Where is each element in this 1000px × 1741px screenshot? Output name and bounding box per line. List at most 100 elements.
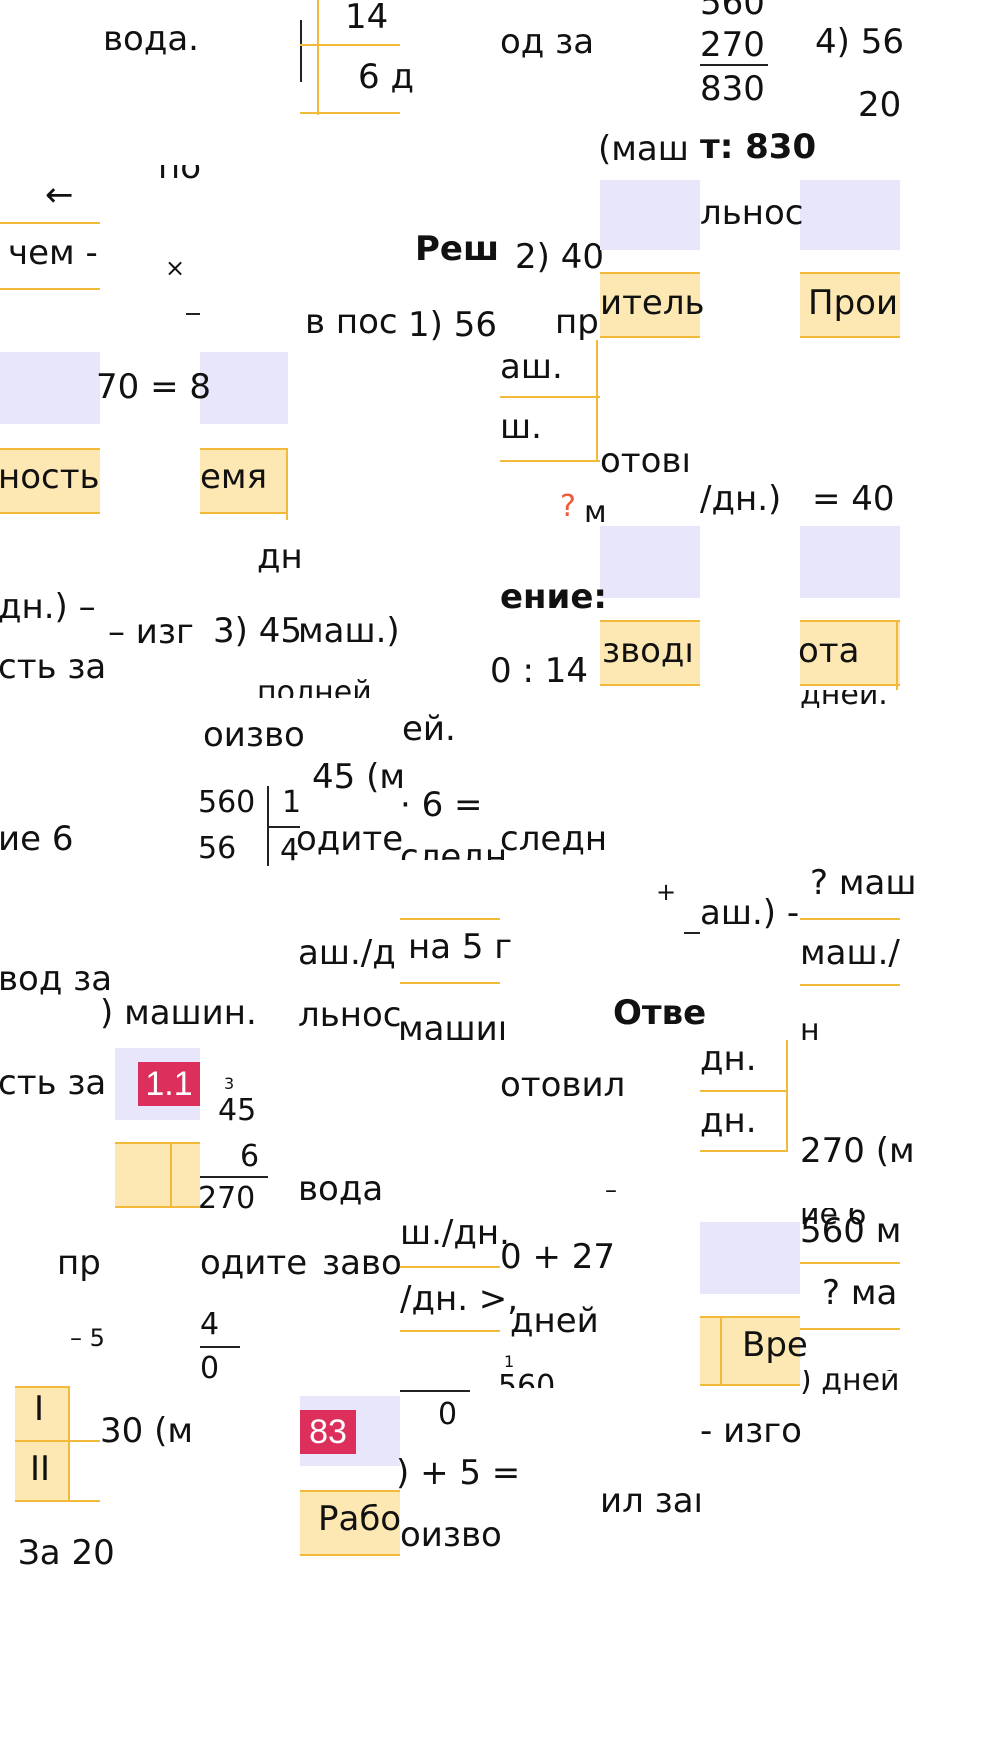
table-rule bbox=[0, 288, 100, 290]
fragment-text: заво bbox=[322, 1243, 402, 1283]
fragment-text: 0 : 14 bbox=[490, 651, 588, 691]
table-header-cell bbox=[600, 620, 700, 686]
fragment-text: маш./ bbox=[800, 933, 900, 973]
fragment-text: 6 д bbox=[358, 57, 414, 97]
fragment-text: 3 bbox=[224, 1074, 235, 1093]
table-header-cell bbox=[300, 1490, 400, 1556]
fragment-text: отовил bbox=[500, 1065, 626, 1105]
fragment-text: по bbox=[158, 147, 202, 187]
fragment-text: машиı bbox=[398, 1009, 508, 1049]
fragment-text: 4 bbox=[280, 833, 300, 868]
table-rule bbox=[786, 1040, 788, 1150]
plus-icon: + bbox=[656, 878, 677, 906]
fragment-text: н bbox=[800, 1013, 820, 1048]
fragment-text: пр bbox=[57, 1243, 101, 1283]
table-header-cell bbox=[200, 448, 288, 514]
fragment-text: зводı bbox=[602, 631, 694, 671]
table-rule bbox=[15, 1440, 100, 1442]
task-number-badge: 83 bbox=[300, 1410, 356, 1454]
fragment-text: ей. bbox=[402, 709, 456, 749]
tile-background bbox=[800, 180, 900, 250]
fragment-text: Вре bbox=[742, 1325, 808, 1365]
fragment-text: льнос bbox=[298, 995, 402, 1035]
fragment-text: вода. bbox=[103, 19, 199, 59]
fragment-text: ш./дн. bbox=[400, 1213, 510, 1253]
fragment-text: 830 bbox=[700, 69, 765, 109]
fragment-text: емя bbox=[200, 457, 268, 497]
fragment-text: 2) 40 bbox=[515, 237, 604, 277]
table-rule bbox=[596, 340, 598, 460]
fragment-text: вод за bbox=[0, 959, 113, 999]
table-row-label: II bbox=[30, 1449, 51, 1489]
fragment-text: 0 + 27 bbox=[500, 1237, 615, 1277]
fragment-text: 270 bbox=[198, 1181, 256, 1216]
table-row-label: I bbox=[34, 1389, 45, 1429]
table-rule bbox=[400, 1330, 500, 1332]
fragment-text: одите bbox=[200, 1243, 308, 1283]
fragment-text: 56 bbox=[198, 831, 237, 866]
fragment-text: 6 bbox=[240, 1139, 260, 1174]
fragment-text: ) дней bbox=[800, 1363, 900, 1398]
table-header-cell bbox=[600, 272, 700, 338]
fragment-text: дней bbox=[510, 1301, 599, 1341]
table-rule bbox=[896, 620, 898, 690]
fragment-text: ение: bbox=[500, 577, 608, 617]
fragment-text: сть за bbox=[0, 1063, 107, 1103]
table-header-cell bbox=[700, 1316, 800, 1386]
fragment-text: отовı bbox=[600, 441, 691, 481]
fragment-text: – bbox=[605, 1176, 617, 1204]
question-mark: ? bbox=[560, 489, 576, 524]
fragment-text: 45 (м bbox=[312, 757, 405, 797]
fragment-text: = 40 bbox=[812, 479, 895, 519]
table-header-cell bbox=[800, 272, 900, 338]
fragment-text: ? маш bbox=[810, 863, 917, 903]
fragment-text: 560 bbox=[198, 785, 256, 820]
table-rule bbox=[68, 1386, 70, 1502]
tile-background bbox=[200, 352, 288, 424]
fragment-text: ность bbox=[0, 457, 100, 497]
fragment-text: льнос bbox=[700, 193, 804, 233]
fragment-text: Отве bbox=[613, 993, 707, 1033]
task-number-badge: 1.1 bbox=[138, 1062, 200, 1106]
fragment-text: 270 (м bbox=[800, 1131, 915, 1171]
division-line bbox=[200, 1346, 240, 1348]
fragment-text: 20 bbox=[858, 85, 902, 125]
fragment-text: 0 bbox=[438, 1397, 458, 1432]
table-header-cell bbox=[800, 620, 900, 686]
fragment-text: аш.) - bbox=[700, 893, 800, 933]
table-rule bbox=[700, 1090, 788, 1092]
fragment-text: 45 bbox=[218, 1093, 257, 1128]
fragment-text: одите bbox=[296, 819, 404, 859]
fragment-text: – 5 bbox=[70, 1324, 105, 1352]
fragment-text: на 5 г bbox=[408, 927, 513, 967]
fragment-text: следн bbox=[500, 819, 608, 859]
fragment-text: (маш bbox=[598, 129, 689, 169]
fragment-text: 560 bbox=[700, 0, 765, 23]
fragment-text: дн. bbox=[700, 1101, 757, 1141]
fragment-text: 4) 56 bbox=[815, 22, 904, 62]
table-rule bbox=[286, 448, 288, 520]
table-rule bbox=[317, 0, 319, 115]
sum-line bbox=[700, 64, 768, 66]
fragment-text: ш. bbox=[500, 407, 542, 447]
tile-background bbox=[700, 1222, 800, 1294]
fragment-text: в пос bbox=[305, 302, 398, 342]
table-border bbox=[300, 20, 302, 82]
product-line bbox=[200, 1176, 268, 1178]
times-icon: × bbox=[165, 254, 186, 282]
fragment-text: За 20 bbox=[18, 1533, 115, 1573]
fragment-text: дней. bbox=[800, 677, 888, 712]
fragment-text: аш. bbox=[500, 347, 563, 387]
fragment-text: 1) 56 bbox=[408, 305, 497, 345]
tile-background bbox=[800, 526, 900, 598]
fragment-text: – изг bbox=[108, 612, 194, 652]
fragment-text: 1 bbox=[504, 1352, 515, 1371]
fragment-text: дн.) – bbox=[0, 587, 96, 627]
fragment-text: т: 830 bbox=[700, 127, 817, 167]
fragment-text: 14 bbox=[345, 0, 389, 37]
sum-line bbox=[186, 313, 200, 315]
fragment-text: /дн. >, bbox=[400, 1279, 519, 1319]
fragment-text: 560 bbox=[498, 1369, 556, 1404]
fragment-text: /дн.) bbox=[700, 479, 782, 519]
fragment-text: 70 = 8 bbox=[96, 367, 211, 407]
